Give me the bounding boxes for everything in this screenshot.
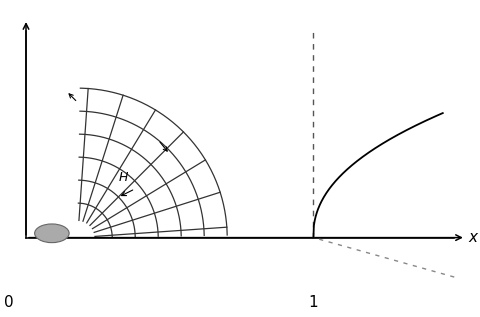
Text: H: H — [119, 171, 128, 184]
Text: 1: 1 — [308, 295, 318, 310]
Text: x: x — [468, 230, 477, 245]
Ellipse shape — [35, 224, 69, 243]
Text: 0: 0 — [4, 295, 13, 310]
